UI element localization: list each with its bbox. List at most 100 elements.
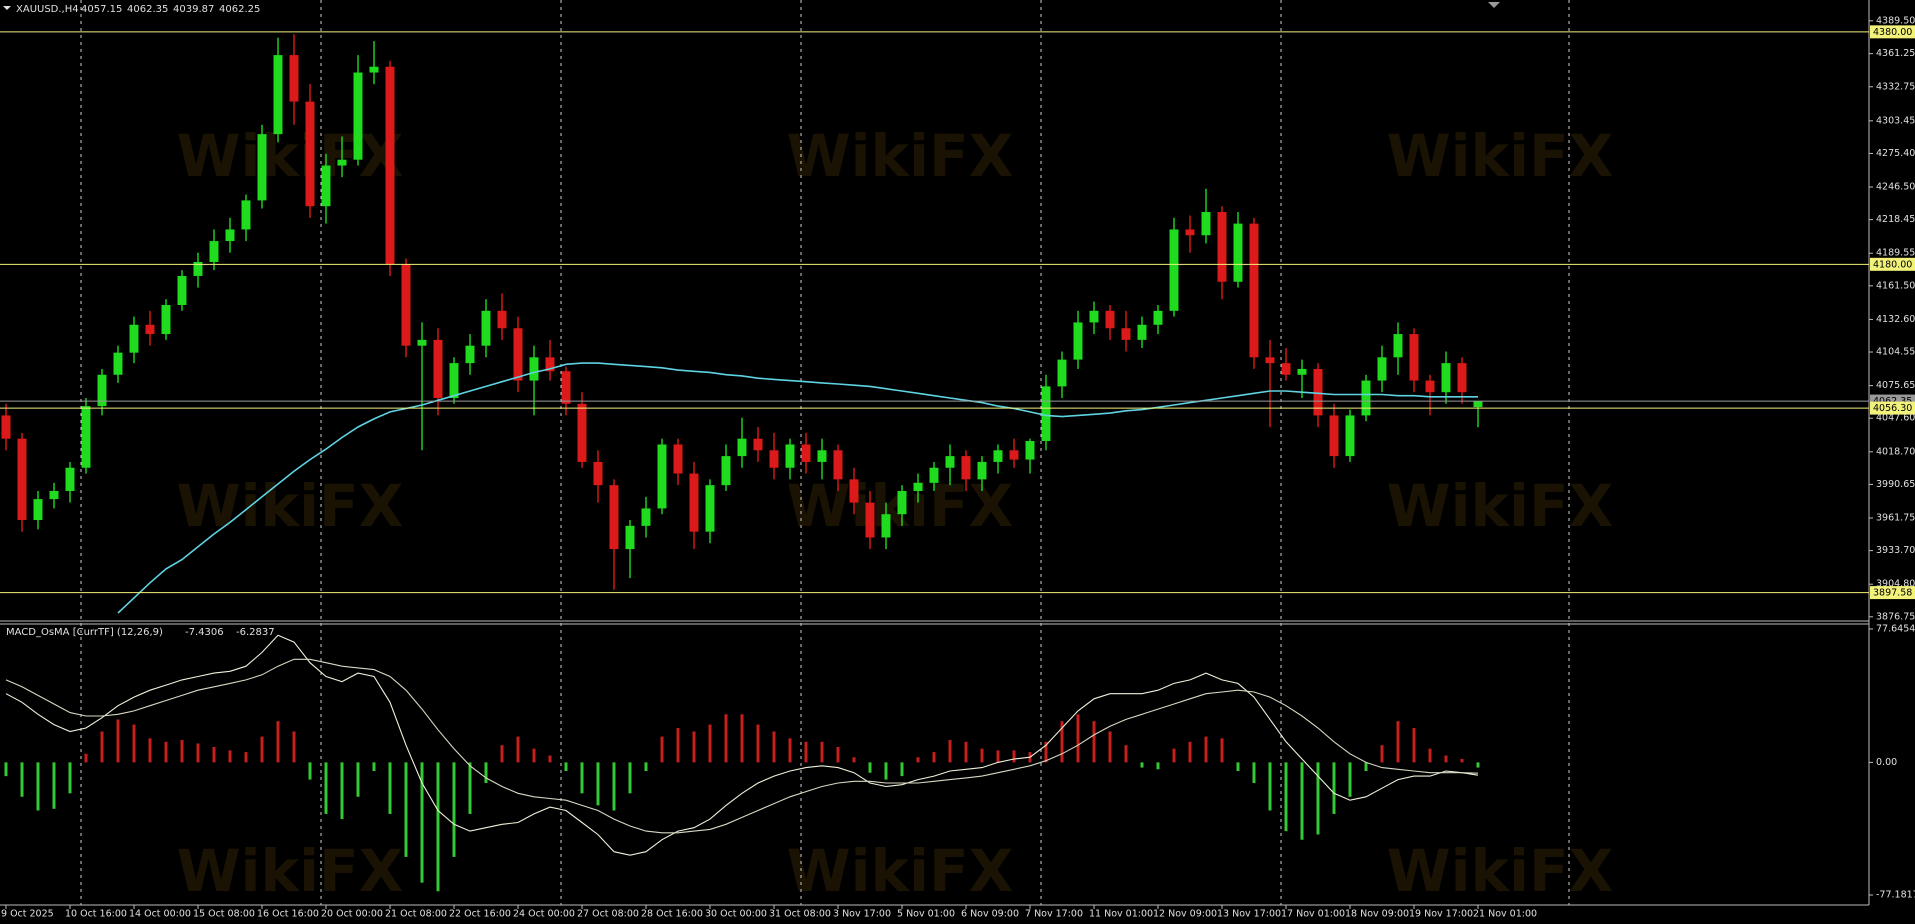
candle-body <box>257 134 267 201</box>
candle-body <box>833 450 843 480</box>
candle-body <box>1073 322 1083 360</box>
symbol-title: XAUUSD.,H4 <box>16 4 79 15</box>
header-close: 4062.25 <box>219 4 260 15</box>
x-tick-label: 15 Oct 08:00 <box>193 909 255 920</box>
y-tick-label: 4361.25 <box>1876 48 1915 59</box>
x-tick-label: 21 Nov 01:00 <box>1473 909 1537 920</box>
candle-body <box>193 261 203 276</box>
candle-body <box>561 371 571 404</box>
indicator-signal-value: -6.2837 <box>236 627 275 638</box>
y-tick-label: 0.00 <box>1876 757 1897 768</box>
candle-body <box>145 324 155 335</box>
candle-body <box>609 485 619 550</box>
candle-body <box>737 438 747 457</box>
x-tick-label: 30 Oct 00:00 <box>705 909 767 920</box>
candle-body <box>129 324 139 353</box>
watermark: WikiFX <box>787 122 1014 190</box>
candle-body <box>1009 450 1019 460</box>
y-tick-label: 4189.55 <box>1876 248 1915 259</box>
price-level-label-box <box>1870 257 1915 271</box>
candle-body <box>913 482 923 491</box>
watermark: WikiFX <box>177 837 404 905</box>
candle-body <box>1089 310 1099 323</box>
candle-body <box>1 415 11 439</box>
candle-body <box>1217 212 1227 282</box>
candle-body <box>721 456 731 486</box>
candle-body <box>817 450 827 462</box>
candle-body <box>1025 440 1035 460</box>
y-tick-label: 4132.60 <box>1876 314 1915 325</box>
watermark: WikiFX <box>787 837 1014 905</box>
candle-body <box>945 456 955 468</box>
y-tick-label: 3961.75 <box>1876 513 1915 524</box>
y-tick-label: 3904.80 <box>1876 579 1915 590</box>
candle-body <box>1345 415 1355 457</box>
candle-body <box>1281 363 1291 375</box>
y-tick-label: 4332.75 <box>1876 81 1915 92</box>
candle-body <box>897 490 907 515</box>
candle-body <box>577 403 587 462</box>
x-tick-label: 3 Nov 17:00 <box>833 909 891 920</box>
candle-body <box>1441 363 1451 393</box>
y-tick-label: 4161.50 <box>1876 280 1915 291</box>
candle-body <box>801 444 811 462</box>
header-low: 4039.87 <box>173 4 214 15</box>
candle-body <box>1297 368 1307 375</box>
candle-body <box>1169 229 1179 311</box>
x-tick-label: 22 Oct 16:00 <box>449 909 511 920</box>
x-tick-label: 13 Nov 17:00 <box>1217 909 1281 920</box>
candle-body <box>209 241 219 262</box>
candle-body <box>1185 229 1195 236</box>
y-tick-label: 4218.45 <box>1876 214 1915 225</box>
candle-body <box>1425 380 1435 393</box>
candle-body <box>449 363 459 398</box>
candle-body <box>625 525 635 550</box>
y-tick-label: 4246.50 <box>1876 182 1915 193</box>
price-level-label: 4062.35 <box>1873 396 1912 407</box>
candle-body <box>865 502 875 538</box>
watermark: WikiFX <box>1387 122 1614 190</box>
x-tick-label: 16 Oct 16:00 <box>257 909 319 920</box>
candle-body <box>497 310 507 329</box>
candle-body <box>321 165 331 207</box>
candle-body <box>1409 334 1419 381</box>
price-level-label: 3897.58 <box>1873 588 1912 599</box>
price-level-label-box <box>1870 25 1915 39</box>
candle-body <box>657 444 667 509</box>
candle-body <box>369 66 379 73</box>
y-tick-label: 3876.75 <box>1876 611 1915 622</box>
indicator-macd-value: -7.4306 <box>185 627 224 638</box>
watermark: WikiFX <box>1387 472 1614 540</box>
x-tick-label: 27 Oct 08:00 <box>577 909 639 920</box>
signal-line <box>5 658 1479 834</box>
x-tick-label: 19 Nov 17:00 <box>1409 909 1473 920</box>
candle-body <box>113 352 123 375</box>
candle-body <box>593 461 603 486</box>
candle-body <box>417 339 427 346</box>
candle-body <box>545 357 555 372</box>
header-high: 4062.35 <box>127 4 168 15</box>
candle-body <box>1137 324 1147 340</box>
candle-body <box>337 159 347 166</box>
candle-body <box>641 508 651 526</box>
header-open: 4057.15 <box>81 4 122 15</box>
x-tick-label: 18 Nov 09:00 <box>1345 909 1409 920</box>
y-tick-label: 4018.70 <box>1876 446 1915 457</box>
candle-body <box>1313 368 1323 416</box>
candle-body <box>1105 310 1115 329</box>
x-tick-label: 20 Oct 00:00 <box>321 909 383 920</box>
candle-body <box>1121 328 1131 340</box>
price-level-label-box <box>1870 401 1915 415</box>
candle-body <box>785 444 795 468</box>
candle-body <box>929 467 939 483</box>
x-tick-label: 11 Nov 01:00 <box>1089 909 1153 920</box>
candle-body <box>1153 310 1163 325</box>
price-level-label-box <box>1870 586 1915 600</box>
candle-body <box>1249 223 1259 358</box>
candle-body <box>1057 359 1067 387</box>
candle-body <box>481 310 491 346</box>
indicator-title: MACD_OsMA [CurrTF] (12,26,9) <box>6 627 163 638</box>
x-tick-label: 24 Oct 00:00 <box>513 909 575 920</box>
y-tick-label: 4104.55 <box>1876 347 1915 358</box>
